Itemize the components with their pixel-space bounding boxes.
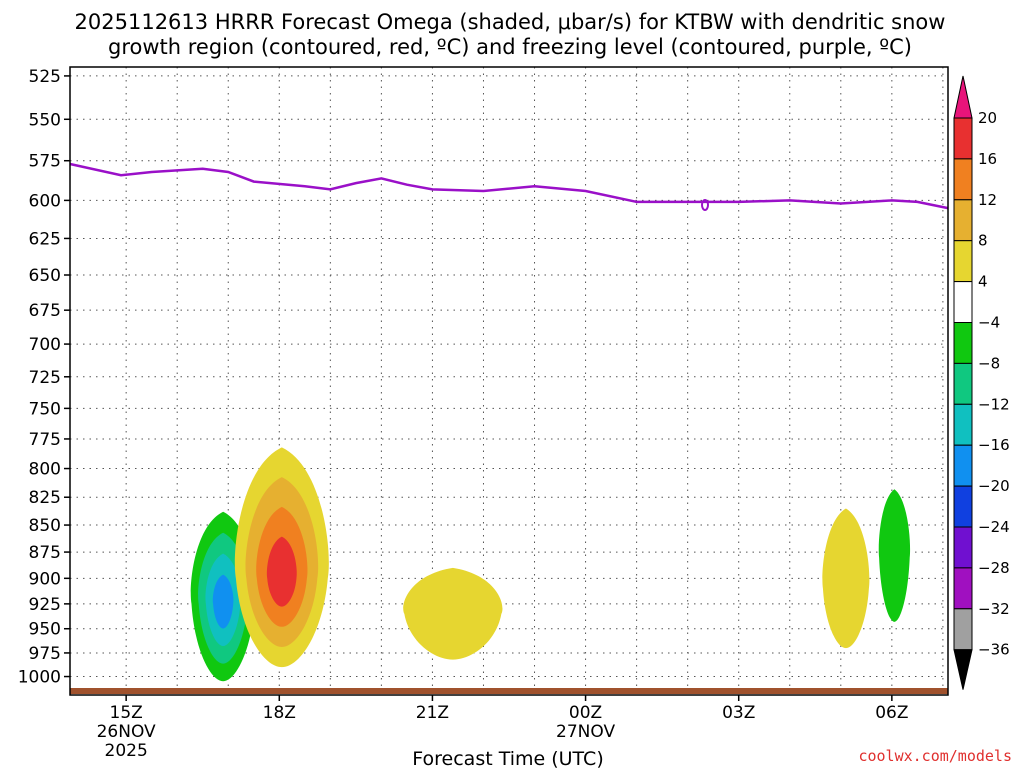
colorbar-swatch — [953, 158, 973, 201]
x-axis-label: Forecast Time (UTC) — [412, 748, 603, 768]
colorbar-swatch — [953, 281, 973, 324]
omega-positive-05z-level-0 — [822, 508, 870, 649]
y-axis-ticks: 525 550 575 600 625 650 675 700 725 750 775 800 825 8… — [18, 67, 70, 688]
colorbar-label: −24 — [978, 518, 1010, 536]
colorbar-label: −16 — [978, 436, 1010, 454]
y-tick-label: 650 — [29, 266, 61, 286]
y-tick-label: 725 — [29, 368, 61, 388]
colorbar: 20 16 12 8 4 −4 −8 −12 −16 −20 −24 −28 −32 −36 — [953, 75, 1010, 690]
chart-title-line-1: 2025112613 HRRR Forecast Omega (shaded, … — [75, 10, 946, 34]
x-tick-date: 26NOV — [97, 722, 156, 742]
x-tick-label: 18Z — [263, 703, 296, 723]
colorbar-label: 4 — [978, 273, 988, 291]
omega-negative-06z-level-0 — [878, 489, 911, 622]
freezing-level-line — [69, 162, 949, 210]
plot-area — [69, 66, 949, 696]
colorbar-swatch — [953, 485, 973, 528]
credit-text: coolwx.com/models — [858, 747, 1012, 765]
colorbar-label: −8 — [978, 354, 1000, 372]
x-tick-label: 06Z — [875, 703, 908, 723]
y-tick-label: 625 — [29, 229, 61, 249]
colorbar-swatch — [953, 362, 973, 405]
omega-negative-17z-level-3 — [212, 574, 234, 629]
y-tick-label: 950 — [29, 620, 61, 640]
y-tick-label: 850 — [29, 516, 61, 536]
colorbar-swatch — [953, 117, 973, 160]
chart-title-line-2: growth region (contoured, red, ºC) and f… — [108, 35, 912, 59]
colorbar-label: 8 — [978, 232, 988, 250]
y-tick-label: 900 — [29, 569, 61, 589]
plot-frame — [69, 66, 949, 696]
colorbar-swatch — [953, 322, 973, 364]
y-tick-label: 575 — [29, 152, 61, 172]
colorbar-bottom-arrow — [953, 649, 973, 690]
colorbar-swatch — [953, 608, 973, 651]
y-tick-label: 550 — [29, 110, 61, 130]
colorbar-swatch — [953, 403, 973, 446]
colorbar-swatch — [953, 199, 973, 242]
y-tick-label: 775 — [29, 430, 61, 450]
y-tick-label: 1000 — [18, 668, 61, 688]
colorbar-label: −32 — [978, 600, 1010, 618]
y-tick-label: 600 — [29, 191, 61, 211]
colorbar-label: 20 — [978, 109, 997, 127]
y-tick-label: 750 — [29, 399, 61, 419]
y-tick-label: 800 — [29, 460, 61, 480]
colorbar-label: 16 — [978, 150, 997, 168]
ground-surface — [70, 688, 948, 694]
x-tick-date: 2025 — [105, 741, 148, 761]
y-tick-label: 875 — [29, 543, 61, 563]
y-tick-label: 700 — [29, 335, 61, 355]
colorbar-label: −28 — [978, 559, 1010, 577]
colorbar-label: −36 — [978, 641, 1010, 659]
colorbar-swatch — [953, 526, 973, 569]
y-tick-label: 925 — [29, 595, 61, 615]
omega-shading — [190, 447, 911, 682]
colorbar-swatch — [953, 567, 973, 610]
colorbar-label: −20 — [978, 477, 1010, 495]
y-tick-label: 975 — [29, 644, 61, 664]
x-tick-label: 00Z — [569, 703, 602, 723]
colorbar-label: −12 — [978, 395, 1010, 413]
y-tick-label: 525 — [29, 67, 61, 87]
x-tick-label: 21Z — [416, 703, 449, 723]
colorbar-swatch — [953, 444, 973, 487]
freezing-level-closed-contour — [701, 199, 709, 211]
y-tick-label: 675 — [29, 301, 61, 321]
omega-positive-21z-level-0 — [403, 567, 503, 660]
colorbar-label: −4 — [978, 314, 1000, 332]
x-tick-label: 03Z — [722, 703, 755, 723]
colorbar-top-arrow — [953, 75, 973, 119]
colorbar-label: 12 — [978, 191, 997, 209]
x-tick-date: 27NOV — [556, 722, 615, 742]
x-tick-label: 15Z — [110, 703, 143, 723]
y-tick-label: 825 — [29, 488, 61, 508]
colorbar-swatch — [953, 240, 973, 283]
omega-positive-18z-level-3 — [266, 536, 297, 607]
